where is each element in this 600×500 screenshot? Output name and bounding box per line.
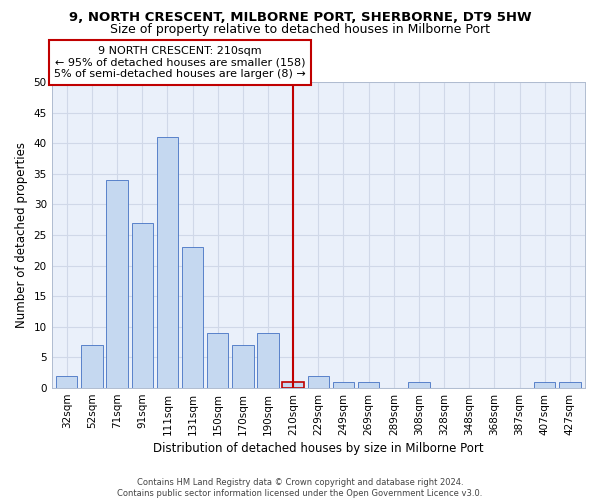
Bar (308, 376, 329, 388)
Text: 9 NORTH CRESCENT: 210sqm
← 95% of detached houses are smaller (158)
5% of semi-d: 9 NORTH CRESCENT: 210sqm ← 95% of detach… (54, 46, 306, 79)
Bar (283, 382, 304, 388)
Bar (232, 345, 254, 388)
Bar (534, 382, 556, 388)
Bar (182, 248, 203, 388)
Bar (131, 223, 153, 388)
Bar (408, 382, 430, 388)
Bar (358, 382, 379, 388)
Bar (81, 345, 103, 388)
Bar (157, 137, 178, 388)
Text: Contains HM Land Registry data © Crown copyright and database right 2024.
Contai: Contains HM Land Registry data © Crown c… (118, 478, 482, 498)
Bar (559, 382, 581, 388)
Text: 9, NORTH CRESCENT, MILBORNE PORT, SHERBORNE, DT9 5HW: 9, NORTH CRESCENT, MILBORNE PORT, SHERBO… (68, 11, 532, 24)
Bar (207, 333, 229, 388)
Text: Size of property relative to detached houses in Milborne Port: Size of property relative to detached ho… (110, 22, 490, 36)
Bar (106, 180, 128, 388)
Bar (333, 382, 354, 388)
Bar (257, 333, 279, 388)
Y-axis label: Number of detached properties: Number of detached properties (15, 142, 28, 328)
X-axis label: Distribution of detached houses by size in Milborne Port: Distribution of detached houses by size … (153, 442, 484, 455)
Bar (56, 376, 77, 388)
